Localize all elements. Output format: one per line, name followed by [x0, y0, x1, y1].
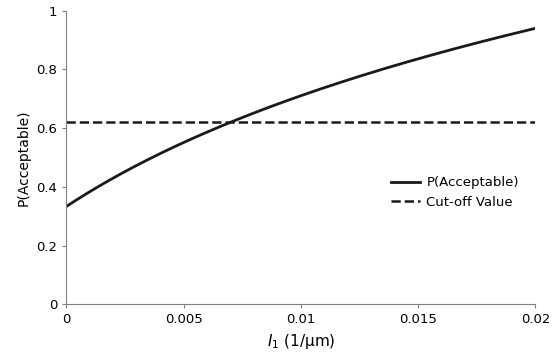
Y-axis label: P(Acceptable): P(Acceptable) — [17, 109, 31, 206]
Legend: P(Acceptable), Cut-off Value: P(Acceptable), Cut-off Value — [385, 171, 524, 214]
P(Acceptable) — [448, 48, 454, 52]
P(Acceptable) — [532, 26, 539, 30]
P(Acceptable) — [317, 87, 323, 91]
P(Acceptable) — [342, 79, 349, 83]
P(Acceptable) — [63, 204, 70, 209]
P(Acceptable) — [286, 98, 293, 102]
Line: P(Acceptable): P(Acceptable) — [66, 28, 535, 207]
X-axis label: $I_1$ (1/μm): $I_1$ (1/μm) — [267, 332, 335, 351]
P(Acceptable) — [521, 29, 528, 33]
P(Acceptable) — [289, 97, 295, 101]
